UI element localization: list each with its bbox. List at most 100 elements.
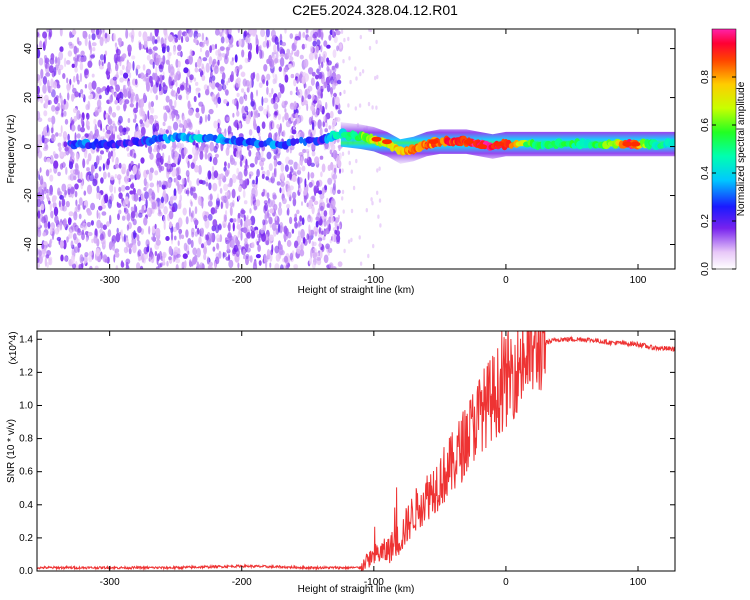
noise-speck <box>261 121 266 129</box>
noise-speck <box>203 84 208 91</box>
noise-speck <box>116 174 122 181</box>
noise-speck <box>115 252 120 258</box>
noise-speck <box>108 95 113 105</box>
noise-speck <box>273 44 277 53</box>
noise-speck <box>284 108 287 113</box>
noise-speck <box>89 265 93 269</box>
noise-speck <box>227 125 232 136</box>
noise-speck <box>301 95 304 103</box>
noise-speck <box>300 132 304 137</box>
noise-speck <box>152 46 158 51</box>
noise-speck <box>46 124 49 134</box>
noise-speck <box>121 163 127 171</box>
noise-speck <box>337 109 342 115</box>
noise-speck <box>108 241 113 251</box>
noise-speck <box>329 87 334 95</box>
noise-speck <box>205 234 209 241</box>
noise-speck <box>341 151 345 157</box>
noise-speck <box>82 158 86 169</box>
noise-speck <box>174 99 177 108</box>
noise-speck <box>51 115 56 125</box>
noise-speck <box>201 74 206 81</box>
noise-speck <box>309 45 314 54</box>
noise-speck <box>71 93 75 102</box>
noise-speck <box>276 181 281 186</box>
noise-speck <box>103 53 106 64</box>
noise-speck <box>132 60 135 71</box>
noise-speck <box>191 227 195 235</box>
noise-speck <box>282 197 287 205</box>
noise-speck <box>138 212 143 218</box>
noise-speck <box>208 56 213 65</box>
noise-speck <box>168 256 172 261</box>
noise-speck <box>166 45 170 53</box>
noise-speck <box>120 57 125 62</box>
noise-speck <box>315 74 319 80</box>
noise-speck <box>62 205 67 212</box>
noise-speck <box>91 73 95 78</box>
noise-speck <box>177 240 180 247</box>
noise-speck <box>129 149 133 157</box>
noise-speck <box>324 185 327 191</box>
noise-speck <box>358 235 361 240</box>
noise-speck <box>171 113 174 122</box>
noise-speck <box>322 230 328 236</box>
noise-speck <box>272 121 275 129</box>
noise-speck <box>71 29 77 36</box>
noise-speck <box>147 208 150 215</box>
noise-speck <box>308 67 314 75</box>
noise-speck <box>144 191 149 200</box>
noise-speck <box>323 254 329 264</box>
noise-speck <box>236 92 240 98</box>
noise-speck <box>201 63 205 70</box>
noise-speck <box>246 219 252 226</box>
noise-speck <box>137 249 142 257</box>
noise-speck <box>333 179 336 184</box>
y-tick-label: 1.4 <box>19 334 33 345</box>
noise-speck <box>272 192 277 198</box>
noise-speck <box>336 79 342 85</box>
noise-speck <box>112 127 116 135</box>
noise-speck <box>326 44 331 49</box>
noise-speck <box>78 92 81 98</box>
x-tick-label: 100 <box>630 577 647 588</box>
noise-speck <box>220 36 225 44</box>
noise-speck <box>304 83 307 88</box>
noise-speck <box>130 206 134 212</box>
noise-speck <box>149 75 153 84</box>
noise-speck <box>188 180 192 187</box>
noise-speck <box>177 44 182 52</box>
noise-speck <box>84 252 89 257</box>
noise-speck <box>99 54 105 61</box>
noise-speck <box>376 190 379 195</box>
noise-speck <box>195 81 199 86</box>
noise-speck <box>90 93 93 100</box>
noise-speck <box>67 133 70 141</box>
noise-speck <box>277 92 282 99</box>
noise-speck <box>84 84 88 89</box>
noise-speck <box>67 92 70 101</box>
noise-speck <box>45 169 50 177</box>
noise-speck <box>199 47 203 53</box>
noise-speck <box>243 200 248 205</box>
noise-speck <box>47 221 51 229</box>
noise-speck <box>133 230 136 240</box>
noise-speck <box>168 76 172 87</box>
noise-speck <box>316 39 321 46</box>
noise-speck <box>196 247 201 258</box>
noise-speck <box>139 119 143 125</box>
noise-speck <box>308 181 313 188</box>
noise-speck <box>376 74 379 80</box>
noise-speck <box>145 239 150 247</box>
noise-speck <box>253 118 257 128</box>
noise-speck <box>163 206 168 215</box>
noise-speck <box>142 75 147 82</box>
noise-speck <box>115 265 119 269</box>
noise-speck <box>63 141 68 148</box>
noise-speck <box>47 85 51 93</box>
noise-speck <box>239 159 243 167</box>
noise-speck <box>323 218 327 227</box>
noise-speck <box>314 156 320 165</box>
noise-speck <box>291 174 297 182</box>
noise-speck <box>254 188 258 197</box>
